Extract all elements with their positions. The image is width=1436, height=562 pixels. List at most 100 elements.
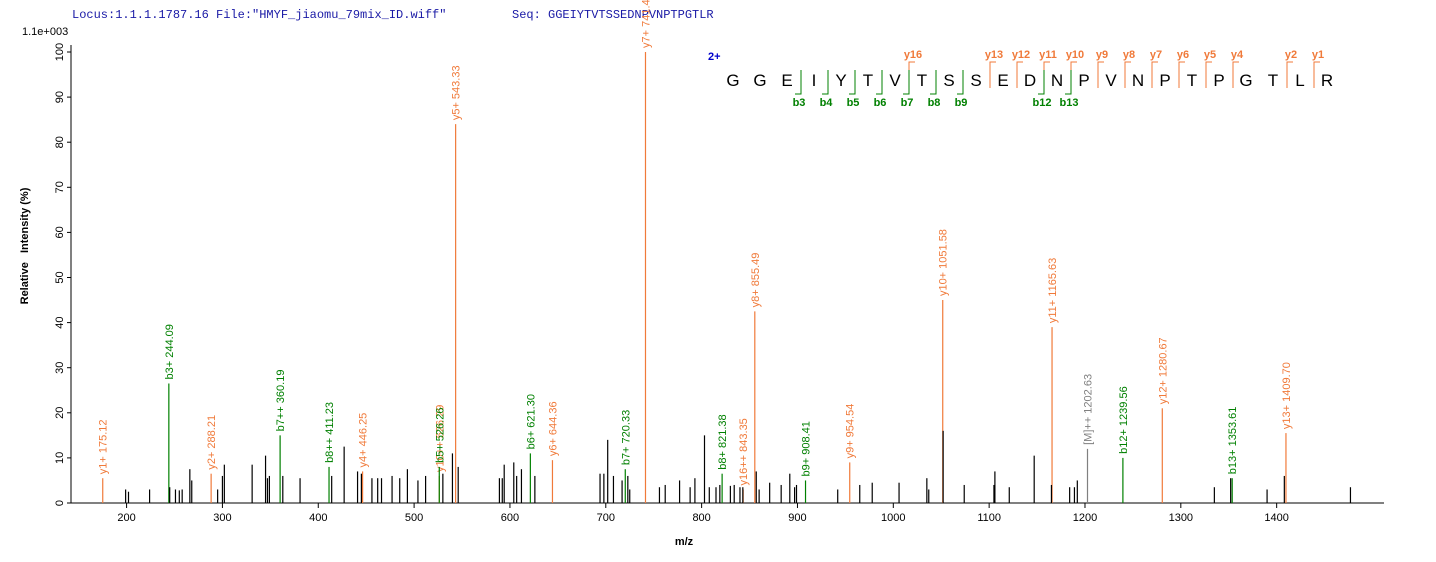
peak-label: b9+ 908.41 (801, 421, 813, 476)
residue: Y (835, 71, 846, 90)
peak-label: b13+ 1353.61 (1227, 407, 1239, 475)
y-tick-label: 100 (54, 43, 66, 61)
y-ion: y12 (1012, 49, 1030, 61)
b-bracket (795, 70, 802, 95)
y-bracket (1178, 61, 1185, 88)
peak-label: y11+ 1165.63 (1047, 258, 1059, 323)
peak-label: y6+ 644.36 (547, 401, 559, 456)
y-bracket (1124, 61, 1131, 88)
x-tick-label: 600 (501, 512, 519, 524)
y-bracket (989, 61, 996, 88)
residue: P (1159, 71, 1170, 90)
residue: T (863, 71, 873, 90)
b-ion: b13 (1060, 97, 1079, 109)
y-tick-label: 70 (54, 181, 66, 193)
b-bracket (876, 70, 883, 95)
residue: R (1321, 71, 1333, 90)
peak-label: y16++ 843.35 (738, 418, 750, 485)
residue: T (917, 71, 927, 90)
peak-label: y10+ 1051.58 (938, 229, 950, 296)
residue: T (1268, 71, 1278, 90)
y-ion: y11 (1039, 49, 1057, 61)
x-axis-label: m/z (675, 536, 694, 548)
y-ion: y9 (1096, 49, 1108, 61)
peak-label: b7+ 720.33 (620, 410, 632, 465)
peak-label: y8+ 855.49 (750, 253, 762, 308)
peak-label: y2+ 288.21 (206, 415, 218, 470)
b-ion: b12 (1033, 97, 1052, 109)
x-tick-label: 900 (788, 512, 806, 524)
peak-label: y1+ 175.12 (98, 419, 110, 474)
residue: G (753, 71, 766, 90)
y-bracket (1286, 61, 1293, 88)
residue: P (1213, 71, 1224, 90)
y-tick-label: 10 (54, 452, 66, 464)
x-tick-label: 300 (213, 512, 231, 524)
scale-label: 1.1e+003 (22, 26, 68, 38)
b-bracket (1065, 70, 1072, 95)
residue: P (1078, 71, 1089, 90)
y-ion: y4 (1231, 49, 1244, 61)
b-bracket (903, 70, 910, 95)
peak-label: y9+ 954.54 (845, 404, 857, 459)
residue: L (1295, 71, 1304, 90)
y-tick-label: 90 (54, 91, 66, 103)
peak-label: y5+ 543.33 (451, 65, 463, 120)
b-ion: b8 (928, 97, 941, 109)
x-tick-label: 400 (309, 512, 327, 524)
header-locus: Locus:1.1.1.1787.16 File:"HMYF_jiaomu_79… (72, 8, 446, 22)
x-tick-label: 700 (597, 512, 615, 524)
y-axis-label: Relative Intensity (%) (19, 187, 31, 304)
y-tick-label: 40 (54, 316, 66, 328)
y-bracket (1097, 61, 1104, 88)
peak-label: b12+ 1239.56 (1118, 386, 1130, 454)
y-bracket (1016, 61, 1023, 88)
y-ion: y10 (1066, 49, 1084, 61)
residue: G (1239, 71, 1252, 90)
b-ion: b7 (901, 97, 914, 109)
peak-label: b8+ 821.38 (717, 414, 729, 469)
peak-label: b5+ 526.26 (434, 408, 446, 463)
residue: V (889, 71, 901, 90)
b-ion: b4 (820, 97, 834, 109)
y-ion: y7 (1150, 49, 1162, 61)
b-bracket (822, 70, 829, 95)
y-bracket (1070, 61, 1077, 88)
x-tick-label: 1400 (1264, 512, 1288, 524)
y-ion: y1 (1312, 49, 1324, 61)
residue: E (997, 71, 1008, 90)
x-tick-label: 1200 (1073, 512, 1097, 524)
peak-label: y10++ 526.29 (434, 405, 446, 472)
y-ion: y8 (1123, 49, 1135, 61)
residue: D (1024, 71, 1036, 90)
b-ion: b9 (955, 97, 968, 109)
residue: S (970, 71, 981, 90)
x-tick-label: 800 (692, 512, 710, 524)
residue: G (726, 71, 739, 90)
y-ion: y16 (904, 49, 922, 61)
peak-label: [M]++ 1202.63 (1083, 374, 1095, 445)
y-ion: y2 (1285, 49, 1297, 61)
y-tick-label: 30 (54, 362, 66, 374)
charge-label: 2+ (708, 51, 721, 63)
b-bracket (1038, 70, 1045, 95)
x-tick-label: 1100 (977, 512, 1001, 524)
x-tick-label: 1300 (1169, 512, 1193, 524)
y-bracket (908, 61, 915, 88)
b-ion: b3 (793, 97, 806, 109)
peak-label: b3+ 244.09 (164, 324, 176, 379)
y-bracket (1205, 61, 1212, 88)
x-tick-label: 200 (117, 512, 135, 524)
b-ion: b6 (874, 97, 887, 109)
residue: S (943, 71, 954, 90)
peak-label: b7++ 360.19 (275, 370, 287, 432)
b-bracket (849, 70, 856, 95)
y-tick-label: 0 (54, 500, 66, 506)
x-tick-label: 500 (405, 512, 423, 524)
y-bracket (1313, 61, 1320, 88)
y-tick-label: 80 (54, 136, 66, 148)
y-bracket (1232, 61, 1239, 88)
y-ion: y5 (1204, 49, 1216, 61)
y-ion: y6 (1177, 49, 1189, 61)
